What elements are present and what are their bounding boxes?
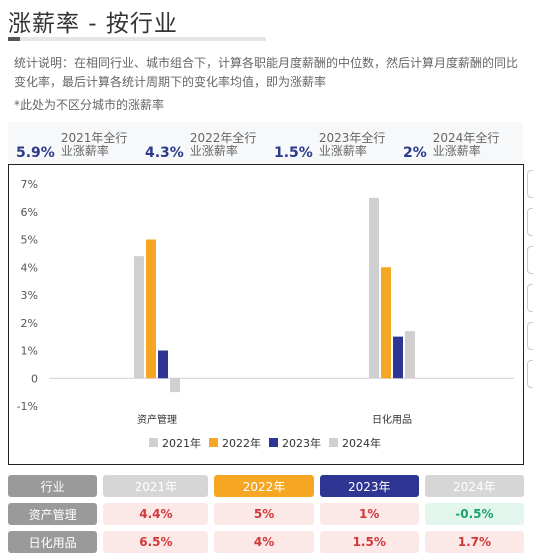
header-2024: 2024年 [424, 475, 524, 497]
header-2021: 2021年 [103, 475, 209, 497]
legend-swatch [269, 438, 278, 447]
table-row: 日化用品 6.5% 4% 1.5% 1.7% [8, 531, 524, 553]
row-value: 6.5% [103, 531, 209, 553]
row-value: 1.7% [424, 531, 524, 553]
y-tick-label: 3% [21, 289, 38, 302]
page-title: 涨薪率 - 按行业 [8, 11, 178, 37]
bar-资产管理-2022年 [146, 239, 156, 379]
bar-chart: 7% 6% 5% 4% 3% 2% 1% 0 -1% 资产管理 日化用品 2021年 2022年 2023… [17, 178, 514, 450]
industry-table: 行业 2021年 2022年 2023年 2024年 资产管理 4.4% 5% … [8, 475, 524, 559]
row-industry: 日化用品 [8, 531, 98, 553]
overall-stats-bar: 5.9% 2021年全行业涨薪率 4.3% 2022年全行业涨薪率 1.5% 2… [8, 122, 523, 164]
side-tab-edge[interactable] [527, 360, 533, 388]
legend-swatch [209, 438, 218, 447]
side-tab-edge[interactable] [527, 246, 533, 274]
row-value: 4% [214, 531, 314, 553]
y-tick-label: 5% [21, 234, 38, 247]
stat-label: 2024年全行业涨薪率 [432, 131, 500, 158]
bar-资产管理-2023年 [158, 350, 168, 379]
bar-日化用品-2021年 [369, 197, 379, 379]
stat-2024: 2% 2024年全行业涨薪率 [403, 131, 509, 162]
header-industry: 行业 [8, 475, 98, 497]
x-tick-label: 资产管理 [137, 413, 177, 426]
legend-label: 2024年 [342, 436, 381, 450]
legend-label: 2021年 [162, 436, 201, 450]
bar-日化用品-2023年 [393, 336, 403, 379]
side-tab-edge[interactable] [527, 284, 533, 312]
bar-资产管理-2021年 [134, 256, 144, 379]
y-tick-label: 4% [21, 261, 38, 274]
side-tab-edge[interactable] [527, 322, 533, 350]
bar-日化用品-2024年 [405, 331, 415, 379]
stat-2022: 4.3% 2022年全行业涨薪率 [145, 131, 266, 162]
bar-日化用品-2022年 [381, 267, 391, 379]
side-tab-edge[interactable] [527, 208, 533, 236]
chart-container: 7% 6% 5% 4% 3% 2% 1% 0 -1% 资产管理 日化用品 2021年 2022年 2023… [8, 164, 524, 465]
title-underline [8, 37, 266, 41]
y-tick-label: -1% [17, 400, 38, 413]
row-value: 1% [319, 503, 419, 525]
stat-label: 2021年全行业涨薪率 [60, 131, 128, 158]
row-value: 5% [214, 503, 314, 525]
header-2022: 2022年 [214, 475, 314, 497]
statistics-description: 统计说明：在相同行业、城市组合下，计算各职能月度薪酬的中位数，然后计算月度薪酬的… [14, 56, 519, 89]
bar-资产管理-2024年 [170, 378, 180, 393]
row-value: 1.5% [319, 531, 419, 553]
row-value: 4.4% [103, 503, 209, 525]
stat-2023: 1.5% 2023年全行业涨薪率 [274, 131, 395, 162]
title-underline-accent [8, 37, 20, 41]
stat-label: 2022年全行业涨薪率 [189, 131, 257, 158]
stat-2021: 5.9% 2021年全行业涨薪率 [16, 131, 137, 162]
stat-value: 1.5% [274, 145, 313, 161]
y-tick-label: 7% [21, 178, 38, 191]
legend-label: 2023年 [282, 436, 321, 450]
y-tick-label: 0 [31, 372, 38, 385]
row-value: -0.5% [424, 503, 524, 525]
legend-label: 2022年 [222, 436, 261, 450]
legend-swatch [149, 438, 158, 447]
table-header-row: 行业 2021年 2022年 2023年 2024年 [8, 475, 524, 497]
y-tick-label: 1% [21, 345, 38, 358]
y-tick-label: 6% [21, 206, 38, 219]
stat-value: 2% [403, 145, 427, 161]
legend-swatch [329, 438, 338, 447]
stat-label: 2023年全行业涨薪率 [318, 131, 386, 158]
stat-value: 5.9% [16, 145, 55, 161]
header-2023: 2023年 [319, 475, 419, 497]
stat-value: 4.3% [145, 145, 184, 161]
side-tab-edge[interactable] [527, 170, 533, 198]
row-industry: 资产管理 [8, 503, 98, 525]
table-row: 资产管理 4.4% 5% 1% -0.5% [8, 503, 524, 525]
y-tick-label: 2% [21, 317, 38, 330]
x-tick-label: 日化用品 [372, 413, 412, 426]
statistics-note: *此处为不区分城市的涨薪率 [14, 98, 165, 112]
